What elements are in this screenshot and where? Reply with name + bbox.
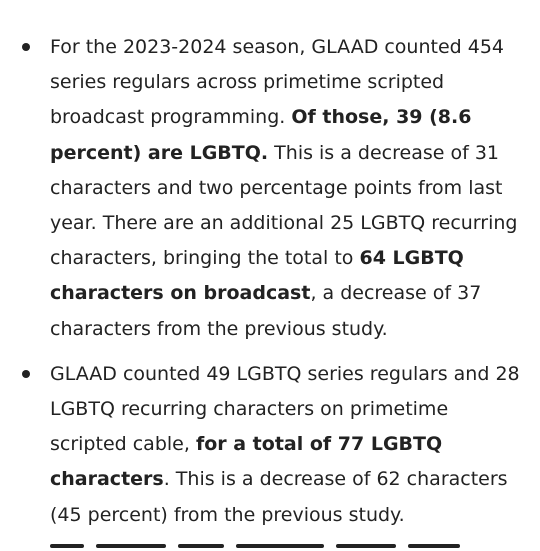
bullet-text-segment: For the 2023-2024 season, GLAAD counted …: [50, 36, 505, 129]
clipped-text-fragment: [336, 544, 396, 548]
clipped-next-line: [50, 544, 510, 551]
bullet-bold-segment: 64 LGBTQ characters on broadcast: [50, 247, 464, 305]
bullet-icon: [22, 43, 30, 51]
bullet-text-segment: This is a decrease of 31 characters and …: [50, 141, 518, 270]
clipped-text-fragment: [50, 544, 84, 548]
bullet-text-segment: . This is a decrease of 62 characters (4…: [50, 468, 508, 526]
bullet-icon: [22, 369, 30, 378]
bullet-bold-segment: for a total of 77 LGBTQ characters: [50, 433, 443, 491]
list-item: For the 2023-2024 season, GLAAD counted …: [0, 30, 540, 347]
bullet-text: For the 2023-2024 season, GLAAD counted …: [50, 36, 517, 340]
list-item: GLAAD counted 49 LGBTQ series regulars a…: [0, 357, 540, 533]
clipped-text-fragment: [96, 544, 166, 548]
bullet-bold-segment: Of those, 39 (8.6 percent) are LGBTQ.: [50, 106, 472, 164]
bullet-text-segment: GLAAD counted 49 LGBTQ series regulars a…: [50, 362, 520, 456]
bullet-text: GLAAD counted 49 LGBTQ series regulars a…: [50, 363, 520, 526]
bullet-text-segment: , a decrease of 37 characters from the p…: [50, 282, 482, 340]
clipped-text-fragment: [236, 544, 324, 548]
clipped-text-fragment: [408, 544, 460, 548]
clipped-text-fragment: [178, 544, 224, 548]
bullet-list: For the 2023-2024 season, GLAAD counted …: [0, 30, 540, 543]
